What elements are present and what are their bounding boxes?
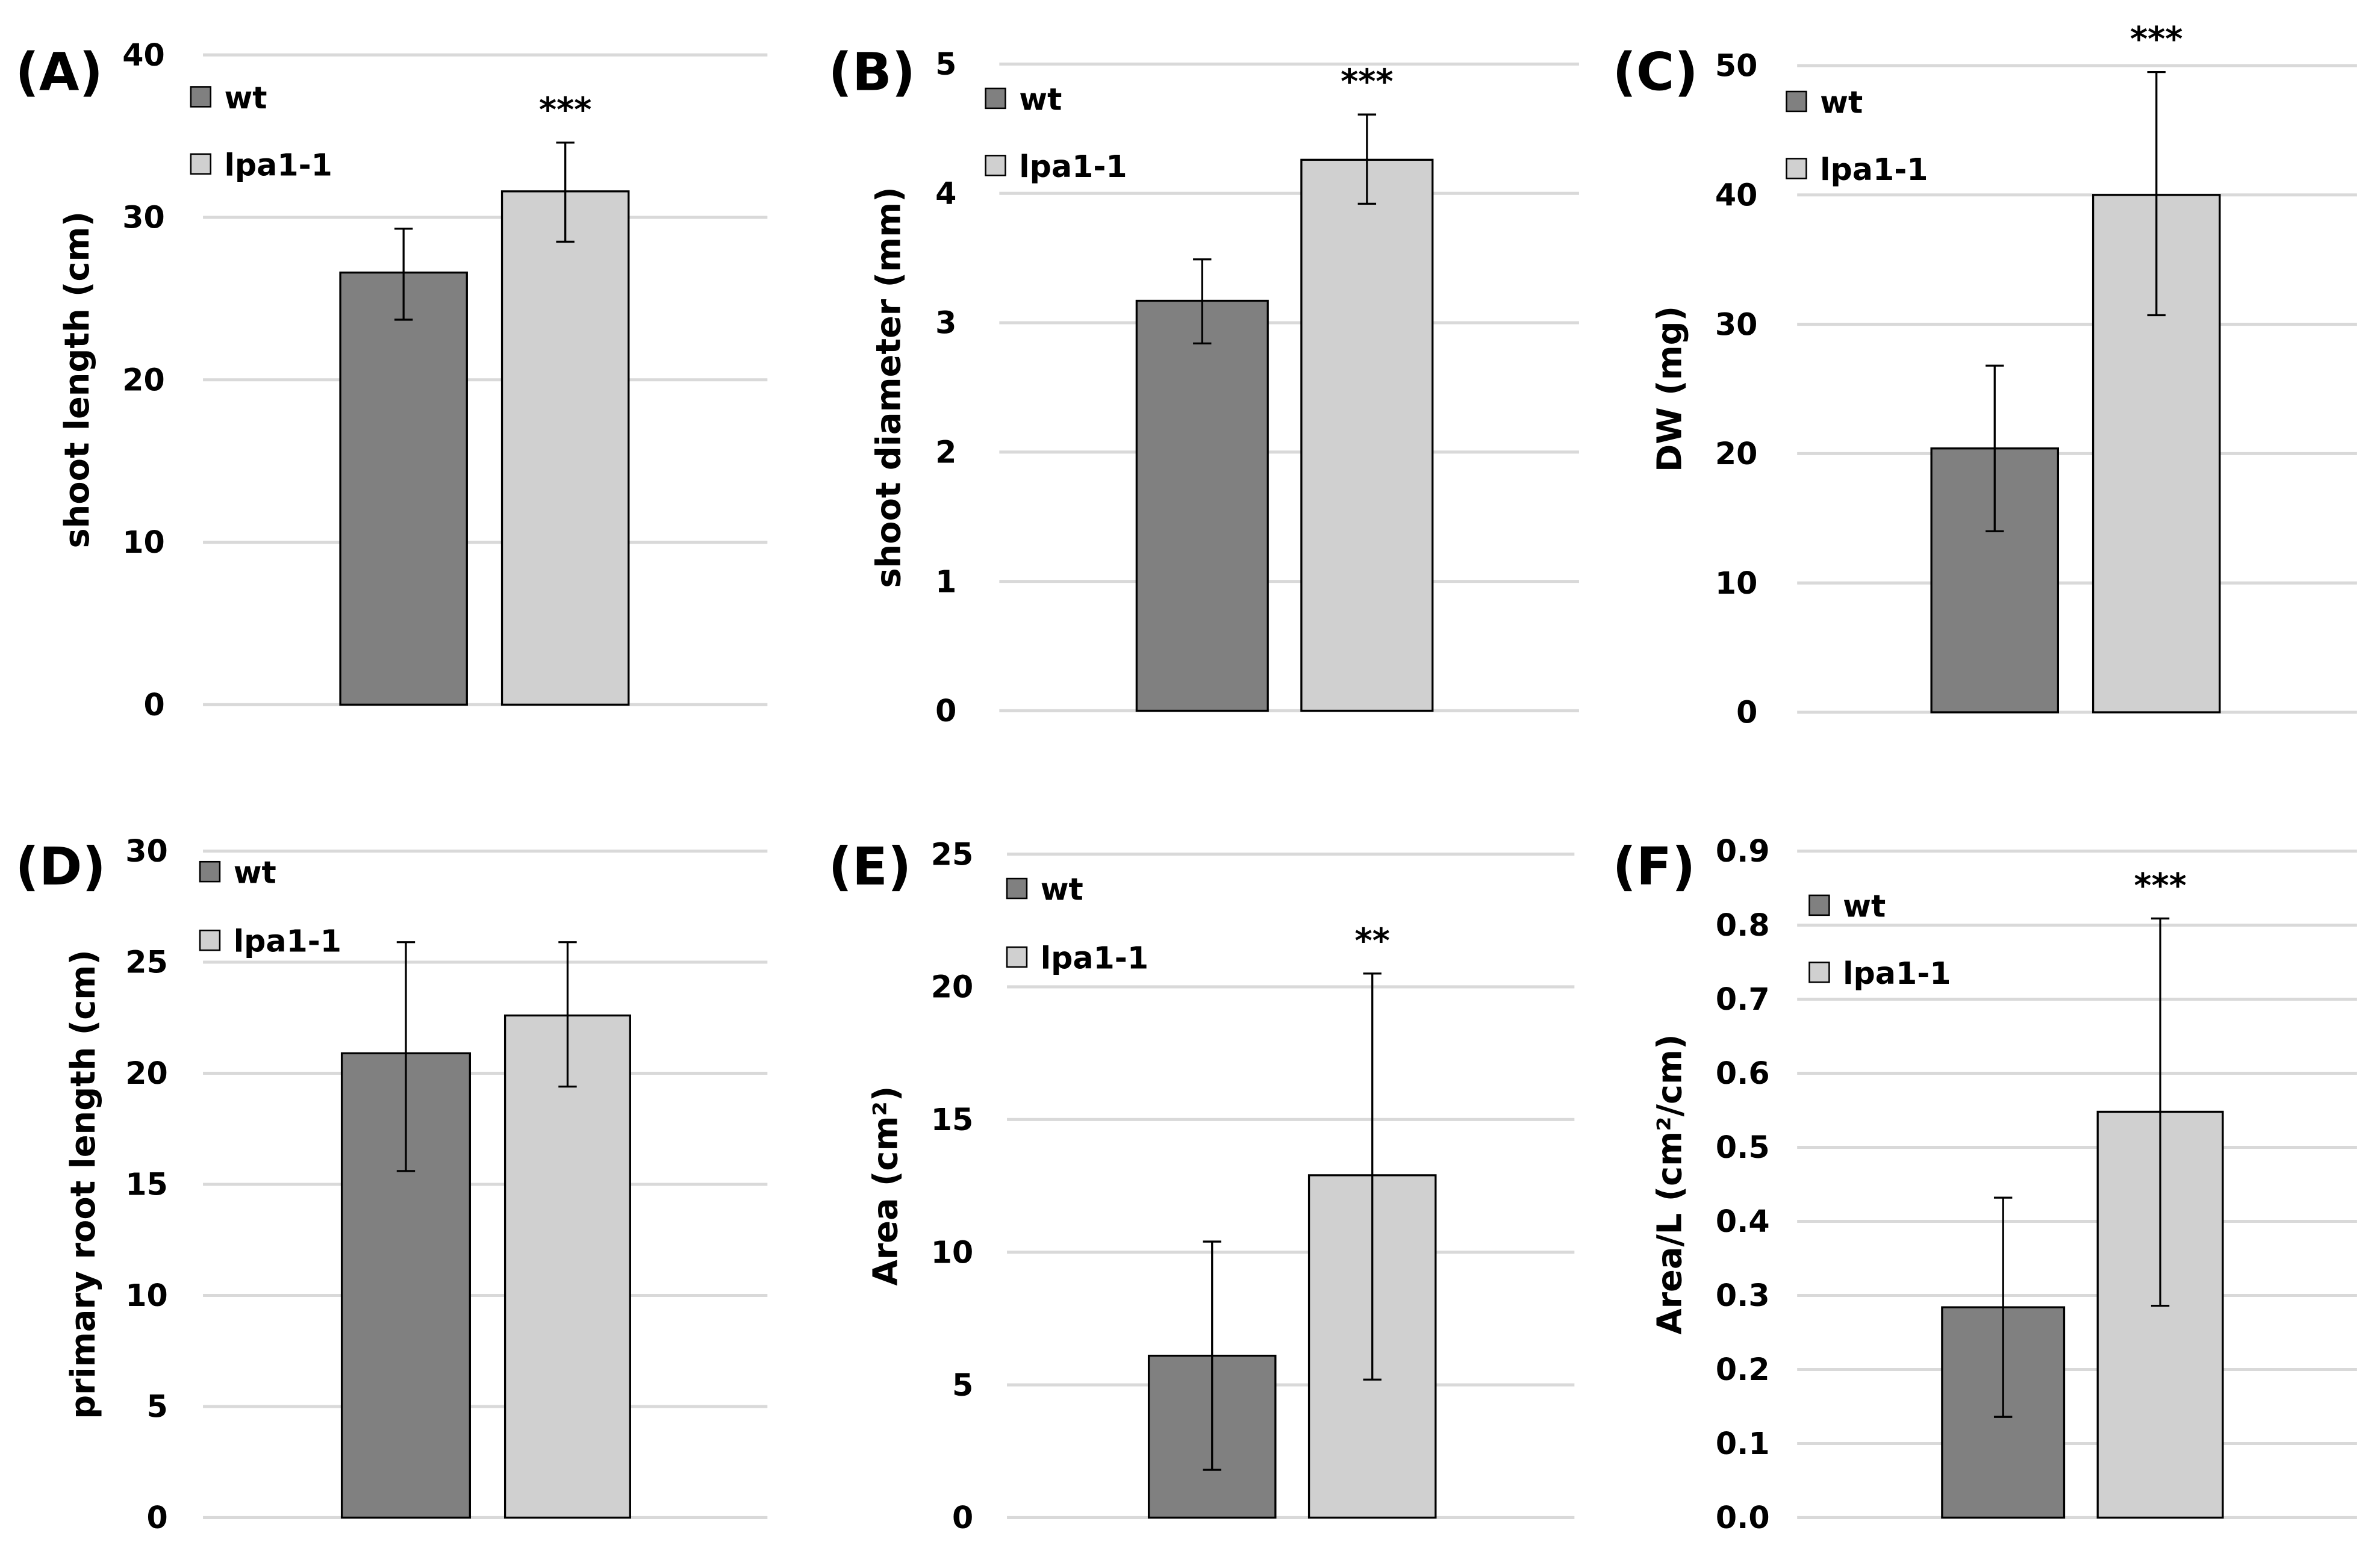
y-tick-label: 0.2	[1716, 1352, 1770, 1387]
significance-label: **	[1355, 921, 1390, 960]
legend-label: wt	[225, 80, 267, 116]
legend-swatch	[1006, 877, 1028, 900]
chart-panel-d: 0 5 10 15 20 25 30 (D) primary root length (cm) w…	[15, 833, 768, 1535]
legend-label: lpa1-1	[1041, 940, 1148, 976]
legend-swatch	[1808, 962, 1830, 983]
chart-panel-f: 0.0 0.1 0.2 0.3 0.4 0.5 0.6 0.7 0.8 0.9 (F) Area/L …	[1613, 833, 2357, 1535]
y-tick-label: 0.6	[1716, 1055, 1770, 1091]
y-tick-label: 20	[931, 969, 974, 1005]
panel-label: (A)	[15, 42, 102, 102]
significance-label: ***	[2134, 866, 2186, 906]
panel-label: (D)	[15, 837, 105, 897]
legend-label: lpa1-1	[225, 147, 332, 182]
y-axis-label: shoot diameter (mm)	[870, 187, 909, 588]
y-tick-label: 10	[122, 524, 165, 560]
y-tick-label: 40	[122, 37, 165, 73]
legend-label: wt	[1019, 81, 1062, 117]
y-tick-label: 4	[935, 176, 956, 211]
y-tick-label: 1	[935, 564, 956, 599]
y-tick-label: 0.3	[1716, 1278, 1770, 1313]
panel-label: (E)	[829, 837, 912, 897]
y-tick-label: 0.5	[1716, 1130, 1770, 1165]
y-axis-label: Area/L (cm²/cm)	[1651, 1034, 1690, 1334]
legend-swatch	[1808, 894, 1830, 916]
y-tick-label: 15	[125, 1167, 168, 1202]
y-tick-label: 3	[935, 305, 956, 341]
y-tick-label: 0.1	[1716, 1426, 1770, 1461]
y-tick-label: 2	[935, 435, 956, 470]
y-tick-label: 15	[931, 1102, 974, 1137]
y-tick-label: 0.7	[1716, 981, 1770, 1017]
legend-swatch	[985, 87, 1006, 110]
legend-swatch	[1786, 90, 1807, 113]
y-tick-label: 0	[952, 1500, 973, 1535]
bar-wt	[339, 272, 468, 706]
y-tick-label: 0.4	[1716, 1204, 1770, 1239]
y-tick-label: 0	[1736, 695, 1757, 730]
legend-swatch	[1786, 158, 1807, 179]
legend-label: wt	[1843, 888, 1886, 924]
y-tick-label: 40	[1715, 177, 1758, 213]
panel-label: (C)	[1613, 42, 1698, 102]
legend-label: lpa1-1	[234, 924, 341, 959]
legend-label: wt	[1820, 84, 1863, 120]
y-tick-label: 0.0	[1716, 1500, 1770, 1535]
panel-label: (F)	[1613, 837, 1696, 897]
chart-panel-c: 0 10 20 30 40 50 (C) DW (mg) *** wt lpa1-1	[1613, 20, 2357, 730]
legend-swatch	[199, 929, 221, 951]
y-tick-label: 25	[125, 945, 168, 980]
significance-label: ***	[2130, 20, 2182, 59]
y-tick-label: 5	[935, 46, 956, 82]
chart-panel-a: 0 10 20 30 40 (A) shoot length (cm) *** wt lpa1-1	[15, 37, 768, 723]
legend-swatch	[190, 153, 211, 175]
y-tick-label: 20	[125, 1055, 168, 1091]
significance-label: ***	[1341, 63, 1393, 102]
y-tick-label: 0	[143, 687, 164, 723]
bar-lpa1-1	[1300, 158, 1434, 712]
y-tick-label: 0.8	[1716, 907, 1770, 943]
y-tick-label: 30	[122, 200, 165, 235]
y-tick-label: 0	[935, 693, 956, 729]
legend-swatch	[1006, 946, 1028, 968]
legend-label: lpa1-1	[1019, 149, 1127, 184]
y-tick-label: 20	[1715, 436, 1758, 471]
legend-swatch	[985, 155, 1006, 176]
legend-label: wt	[234, 855, 276, 891]
y-tick-label: 30	[125, 833, 168, 869]
panel-label: (B)	[829, 42, 915, 102]
y-tick-label: 0.9	[1716, 833, 1770, 869]
bar-lpa1-1	[503, 1014, 631, 1519]
y-tick-label: 20	[122, 362, 165, 397]
y-axis-label: shoot length (cm)	[58, 211, 97, 549]
y-tick-label: 0	[147, 1500, 168, 1535]
legend-swatch	[199, 860, 221, 883]
y-axis-label: primary root length (cm)	[64, 950, 103, 1419]
y-axis-label: Area (cm²)	[867, 1086, 906, 1286]
y-tick-label: 10	[931, 1234, 974, 1270]
y-tick-label: 10	[125, 1278, 168, 1313]
y-tick-label: 10	[1715, 565, 1758, 601]
legend-label: lpa1-1	[1820, 152, 1928, 187]
y-tick-label: 25	[931, 836, 974, 872]
y-tick-label: 5	[147, 1389, 168, 1425]
y-tick-label: 50	[1715, 48, 1758, 84]
legend-label: wt	[1041, 872, 1083, 907]
chart-panel-e: 0 5 10 15 20 25 (E) Area (cm²) ** wt lpa1-1	[829, 836, 1575, 1535]
legend-swatch	[190, 86, 211, 108]
legend-label: lpa1-1	[1843, 956, 1951, 991]
y-axis-label: DW (mg)	[1651, 306, 1690, 472]
bar-lpa1-1	[500, 190, 630, 706]
y-tick-label: 5	[952, 1367, 973, 1403]
significance-label: ***	[539, 90, 591, 129]
chart-panel-b: 0 1 2 3 4 5 (B) shoot diameter (mm) *** wt lpa1-1	[829, 42, 1579, 729]
bar-wt	[1135, 299, 1269, 712]
y-tick-label: 30	[1715, 306, 1758, 342]
